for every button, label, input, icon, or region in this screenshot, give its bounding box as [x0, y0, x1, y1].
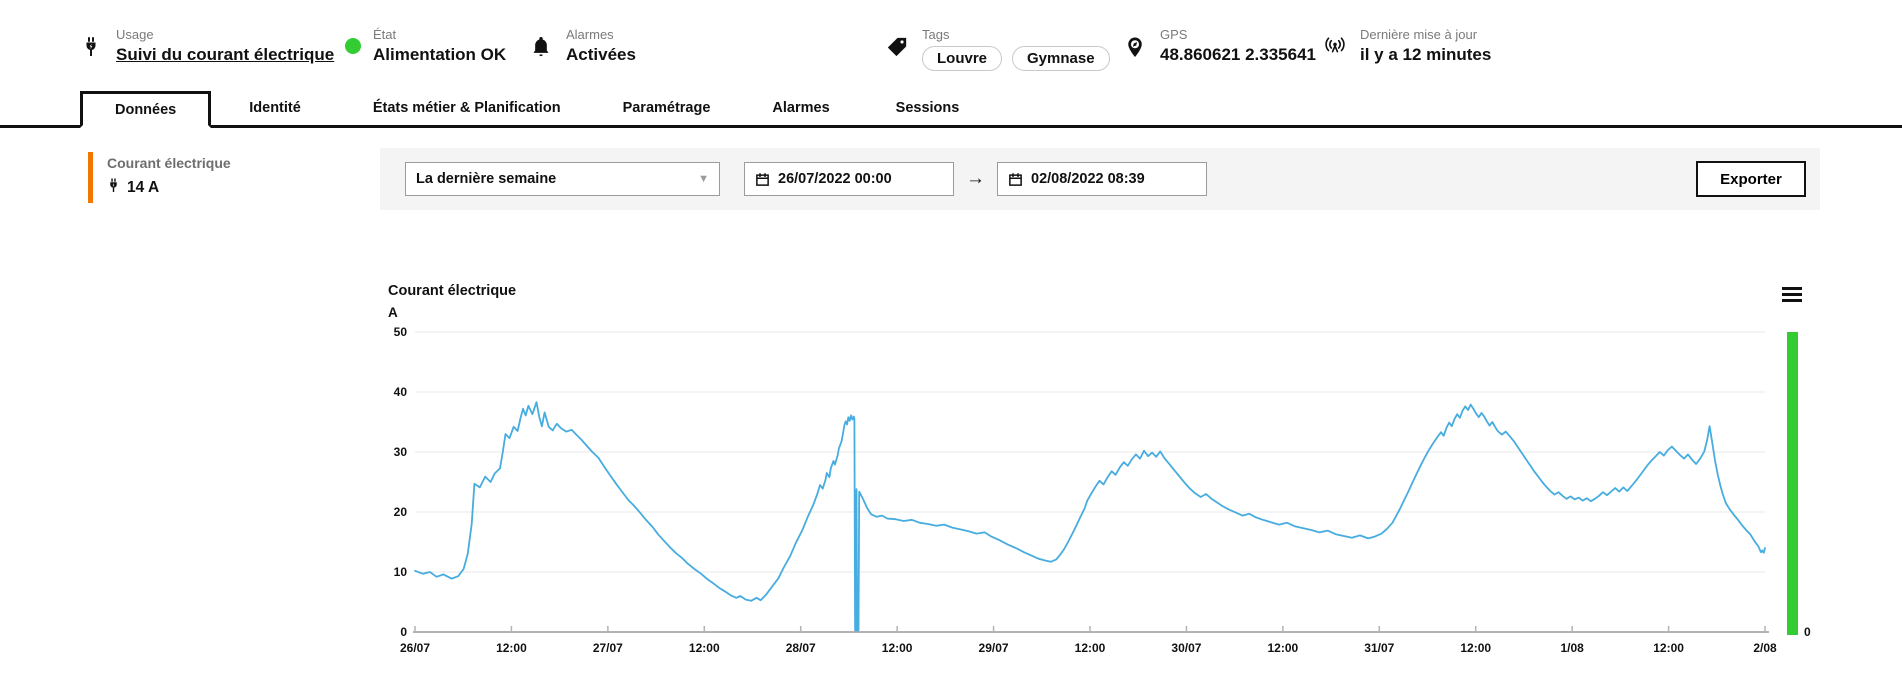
tag-icon: [884, 36, 910, 58]
tags-label: Tags: [922, 27, 950, 42]
chart-axis-label: 12:00: [1268, 641, 1299, 655]
header-usage-block: Usage Suivi du courant électrique: [78, 26, 334, 67]
chart-canvas: 0 10 20 30 40 50 26/07 12:00 27/07 12:00 28/07 12:0…: [394, 325, 1811, 655]
tab-identite[interactable]: Identité: [249, 100, 301, 116]
date-from-value: 26/07/2022 00:00: [778, 171, 892, 187]
chart-series-line: [414, 401, 1766, 632]
calendar-icon: [756, 172, 769, 186]
tag-pill[interactable]: Louvre: [922, 46, 1003, 71]
last-update-value: il y a 12 minutes: [1360, 45, 1492, 64]
chart-axis-label: 12:00: [689, 641, 720, 655]
antenna-broadcast-icon: [1322, 36, 1348, 56]
chart-axis-label: 0: [400, 625, 407, 639]
sidebar-metric-courant-electrique[interactable]: Courant électrique 14 A: [88, 152, 231, 203]
chevron-down-icon: ▼: [698, 173, 709, 185]
bell-icon: [528, 36, 554, 58]
tab-etats-metier-planification[interactable]: États métier & Planification: [372, 100, 561, 116]
chart-scrollbar[interactable]: [1787, 332, 1798, 635]
location-pin-icon: [1122, 36, 1148, 60]
chart-title: Courant électrique: [388, 283, 517, 299]
alarms-value: Activées: [566, 45, 636, 64]
metric-value: 14 A: [127, 179, 160, 196]
metric-value-row: 14 A: [107, 177, 231, 199]
tags-list: Louvre Gymnase: [922, 46, 1110, 71]
header-last-update-block: Dernière mise à jour il y a 12 minutes: [1322, 26, 1491, 67]
header-tags-block: Tags Louvre Gymnase: [884, 26, 1110, 71]
chart-axis-label: 28/07: [786, 641, 816, 655]
metric-label: Courant électrique: [107, 155, 231, 171]
header-alarms-block: Alarmes Activées: [528, 26, 636, 67]
plug-icon: [107, 177, 120, 199]
calendar-icon: [1009, 172, 1022, 186]
tag-pill[interactable]: Gymnase: [1012, 46, 1110, 71]
chart-axis-label: 29/07: [979, 641, 1009, 655]
chart-axis-label: 12:00: [1075, 641, 1106, 655]
tab-donnees[interactable]: Données: [80, 91, 212, 128]
date-to-value: 02/08/2022 08:39: [1031, 171, 1145, 187]
chart-y-axis-unit: A: [388, 305, 398, 320]
date-to-input[interactable]: 02/08/2022 08:39: [997, 162, 1207, 196]
chart-axis-label: 40: [394, 385, 408, 399]
header-status-block: État Alimentation OK: [345, 26, 506, 67]
chart-axis-label: 10: [394, 565, 408, 579]
chart-axis-label: 26/07: [400, 641, 430, 655]
usage-link[interactable]: Suivi du courant électrique: [116, 45, 335, 64]
chart-axis-label: 0: [1804, 625, 1811, 639]
chart-axis-label: 30/07: [1171, 641, 1201, 655]
chart-axis-label: 2/08: [1753, 641, 1777, 655]
chart-axis-label: 1/08: [1560, 641, 1584, 655]
gps-label: GPS: [1160, 27, 1188, 42]
status-value: Alimentation OK: [373, 45, 507, 64]
gps-value: 48.860621 2.335641: [1160, 45, 1316, 64]
date-from-input[interactable]: 26/07/2022 00:00: [744, 162, 954, 196]
status-dot-icon: [345, 38, 361, 54]
header-gps-block: GPS 48.860621 2.335641: [1122, 26, 1316, 67]
chart-axis-label: 30: [394, 445, 408, 459]
arrow-right-icon: →: [966, 168, 985, 189]
chart-axis-label: 12:00: [1653, 641, 1684, 655]
period-select-value: La dernière semaine: [416, 171, 557, 187]
chart-axis-label: 31/07: [1364, 641, 1394, 655]
chart-axis-label: 20: [394, 505, 408, 519]
filter-bar: La dernière semaine ▼ 26/07/2022 00:00 →…: [380, 148, 1820, 210]
export-button[interactable]: Exporter: [1696, 161, 1806, 197]
chart-menu-icon[interactable]: [1782, 287, 1802, 302]
plug-icon: [78, 36, 104, 58]
usage-label: Usage: [116, 27, 154, 42]
tab-parametrage[interactable]: Paramétrage: [622, 100, 711, 116]
chart-axis-label: 50: [394, 325, 408, 339]
period-select[interactable]: La dernière semaine ▼: [405, 162, 720, 196]
tab-sessions[interactable]: Sessions: [895, 100, 960, 116]
chart-axis-label: 12:00: [1460, 641, 1491, 655]
tab-alarmes[interactable]: Alarmes: [772, 100, 830, 116]
chart-axis-label: 12:00: [882, 641, 913, 655]
chart-axis-label: 27/07: [593, 641, 623, 655]
chart-axis-label: 12:00: [496, 641, 527, 655]
last-update-label: Dernière mise à jour: [1360, 27, 1478, 42]
alarms-label: Alarmes: [566, 27, 614, 42]
status-label: État: [373, 27, 397, 42]
tab-bar: Données Identité États métier & Planific…: [0, 91, 1902, 128]
